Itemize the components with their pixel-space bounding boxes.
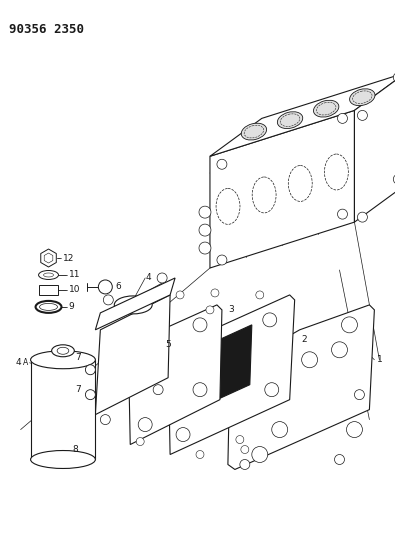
Circle shape xyxy=(176,427,190,441)
Circle shape xyxy=(240,459,250,470)
Polygon shape xyxy=(95,295,170,415)
Ellipse shape xyxy=(30,351,95,369)
Circle shape xyxy=(263,313,277,327)
Circle shape xyxy=(136,438,144,446)
Circle shape xyxy=(193,383,207,397)
Circle shape xyxy=(341,317,358,333)
Circle shape xyxy=(272,362,287,378)
Polygon shape xyxy=(210,110,354,268)
Text: 8: 8 xyxy=(72,445,78,454)
Circle shape xyxy=(176,291,184,299)
Text: 2: 2 xyxy=(302,335,307,344)
Circle shape xyxy=(199,206,211,218)
Ellipse shape xyxy=(38,270,59,279)
Circle shape xyxy=(252,447,268,463)
Ellipse shape xyxy=(350,89,375,106)
Text: 4: 4 xyxy=(15,358,21,367)
Text: 11: 11 xyxy=(69,270,80,279)
Ellipse shape xyxy=(314,100,339,117)
Text: 10: 10 xyxy=(69,286,80,294)
Ellipse shape xyxy=(30,450,95,469)
Circle shape xyxy=(98,280,112,294)
Circle shape xyxy=(211,289,219,297)
Text: 3: 3 xyxy=(228,305,234,314)
Polygon shape xyxy=(128,305,222,445)
Circle shape xyxy=(346,422,362,438)
Bar xyxy=(38,285,59,295)
Circle shape xyxy=(199,242,211,254)
Circle shape xyxy=(354,390,364,400)
Text: 4: 4 xyxy=(145,273,151,282)
Circle shape xyxy=(337,209,347,219)
Circle shape xyxy=(153,385,163,394)
Circle shape xyxy=(243,375,253,385)
Polygon shape xyxy=(354,72,396,222)
Circle shape xyxy=(199,224,211,236)
Text: 90356 2350: 90356 2350 xyxy=(9,22,84,36)
Text: 1: 1 xyxy=(377,356,383,364)
Circle shape xyxy=(193,318,207,332)
Text: 12: 12 xyxy=(63,254,74,263)
Text: 9: 9 xyxy=(69,302,74,311)
Ellipse shape xyxy=(241,123,267,140)
Ellipse shape xyxy=(44,273,53,277)
Ellipse shape xyxy=(40,303,57,310)
Circle shape xyxy=(331,342,347,358)
Circle shape xyxy=(358,212,367,222)
Circle shape xyxy=(247,347,263,363)
Circle shape xyxy=(335,455,345,464)
Polygon shape xyxy=(95,278,175,330)
Circle shape xyxy=(265,383,279,397)
Circle shape xyxy=(86,390,95,400)
Circle shape xyxy=(337,114,347,123)
Circle shape xyxy=(217,159,227,169)
Text: 5: 5 xyxy=(165,340,171,349)
Text: 7: 7 xyxy=(75,353,81,362)
Polygon shape xyxy=(195,325,252,410)
Circle shape xyxy=(86,365,95,375)
Circle shape xyxy=(103,295,113,305)
Ellipse shape xyxy=(51,345,74,357)
Ellipse shape xyxy=(114,296,152,314)
Text: 6: 6 xyxy=(115,282,121,292)
Circle shape xyxy=(138,353,152,367)
Circle shape xyxy=(206,306,214,314)
Polygon shape xyxy=(228,305,374,470)
Circle shape xyxy=(138,417,152,432)
Circle shape xyxy=(358,110,367,120)
Circle shape xyxy=(256,291,264,299)
Circle shape xyxy=(241,446,249,454)
Ellipse shape xyxy=(57,348,69,354)
Ellipse shape xyxy=(277,112,303,128)
Circle shape xyxy=(217,255,227,265)
Circle shape xyxy=(157,273,167,283)
Circle shape xyxy=(302,352,318,368)
Circle shape xyxy=(236,435,244,443)
Text: 7: 7 xyxy=(75,385,81,394)
Circle shape xyxy=(393,72,396,83)
Circle shape xyxy=(196,450,204,458)
Circle shape xyxy=(100,415,110,425)
Polygon shape xyxy=(210,72,396,156)
Circle shape xyxy=(176,358,190,372)
Bar xyxy=(30,360,95,459)
Circle shape xyxy=(393,174,396,184)
Ellipse shape xyxy=(36,301,61,313)
Polygon shape xyxy=(168,295,295,455)
Circle shape xyxy=(272,422,287,438)
Text: A: A xyxy=(23,358,28,367)
